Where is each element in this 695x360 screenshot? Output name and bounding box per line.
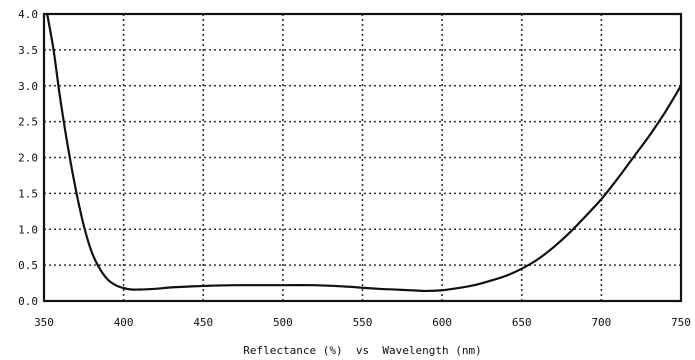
reflectance-series-line xyxy=(46,12,683,293)
y-tick-label: 0.5 xyxy=(18,259,38,272)
y-tick-label: 3.0 xyxy=(18,80,38,93)
grid-lines xyxy=(44,14,681,301)
y-tick-label: 1.0 xyxy=(18,223,38,236)
x-tick-label: 750 xyxy=(671,316,691,329)
series-layer xyxy=(46,12,683,293)
x-tick-label: 700 xyxy=(591,316,611,329)
x-tick-labels: 350 400 450 500 550 600 650 700 750 xyxy=(34,316,691,329)
x-tick-label: 550 xyxy=(353,316,373,329)
y-tick-label: 2.5 xyxy=(18,116,38,129)
y-tick-labels: 0.0 0.5 1.0 1.5 2.0 2.5 3.0 3.5 4.0 xyxy=(18,8,38,308)
x-axis-title: Reflectance (%) vs Wavelength (nm) xyxy=(243,344,481,357)
x-tick-label: 400 xyxy=(114,316,134,329)
y-tick-label: 0.0 xyxy=(18,295,38,308)
x-tick-label: 600 xyxy=(432,316,452,329)
y-tick-label: 1.5 xyxy=(18,187,38,200)
y-tick-label: 4.0 xyxy=(18,8,38,21)
x-tick-label: 650 xyxy=(512,316,532,329)
plot-frame xyxy=(42,12,683,303)
y-tick-label: 3.5 xyxy=(18,44,38,57)
x-tick-label: 450 xyxy=(193,316,213,329)
x-tick-label: 500 xyxy=(273,316,293,329)
y-tick-label: 2.0 xyxy=(18,152,38,165)
x-tick-label: 350 xyxy=(34,316,54,329)
